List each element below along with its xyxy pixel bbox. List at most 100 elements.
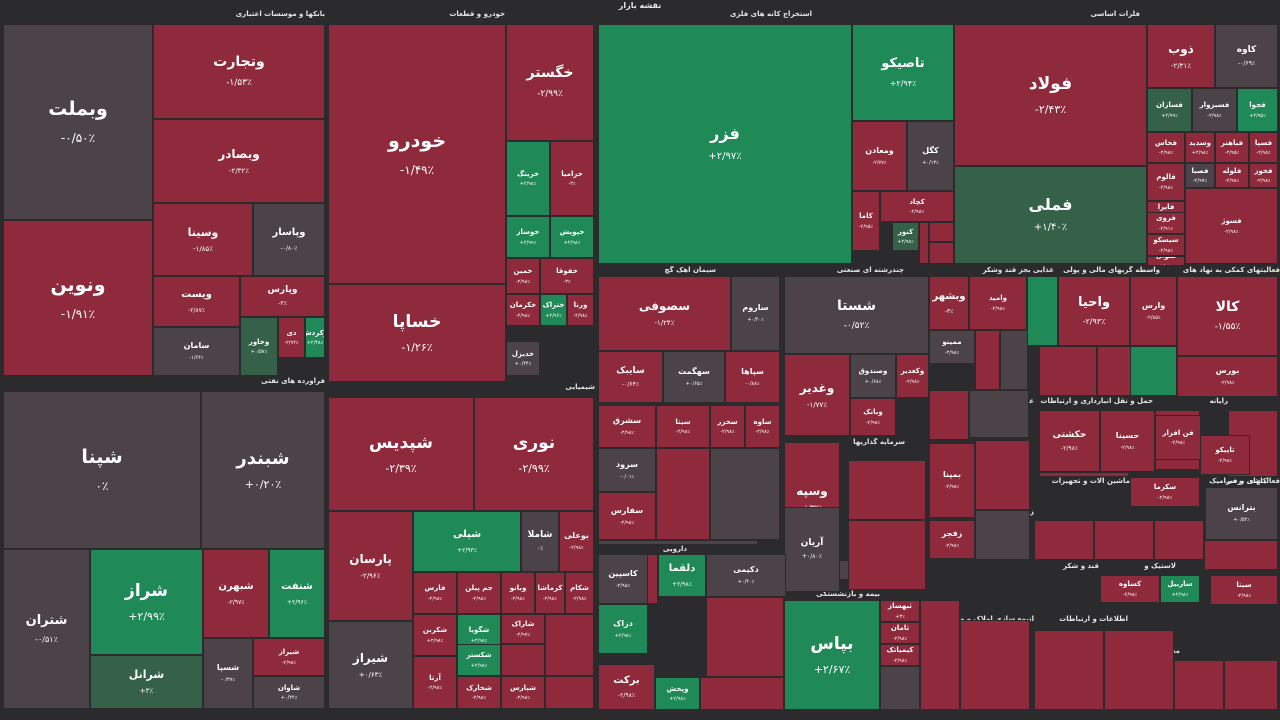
stock-tile[interactable]: خپویش +۲/۹۸٪ (550, 216, 594, 258)
stock-tile[interactable]: حسینا -۲/۹۸٪ (1100, 410, 1155, 472)
stock-cell[interactable] (710, 448, 780, 540)
stock-tile[interactable]: بورس -۲/۹۸٪ (1177, 356, 1278, 397)
stock-tile[interactable]: برکت -۲/۹۸٪ (598, 664, 655, 710)
stock-cell[interactable] (848, 520, 926, 590)
stock-tile[interactable]: شکستر +۲/۹۸٪ (457, 644, 501, 676)
stock-tile[interactable]: فسوژ -۲/۹۸٪ (1185, 188, 1278, 264)
stock-cell[interactable] (929, 242, 954, 264)
stock-tile[interactable]: وامید -۲/۹۸٪ (969, 276, 1027, 330)
stock-cell[interactable] (598, 540, 758, 545)
stock-tile[interactable]: شنفت +۲/۹۶٪ (269, 549, 325, 638)
stock-tile[interactable]: وسدید +۲/۹۸٪ (1185, 132, 1215, 163)
stock-tile[interactable]: بوعلی -۲/۹۸٪ (559, 511, 594, 572)
stock-tile[interactable]: وصندوق +۰/۶۸٪ (850, 354, 896, 398)
stock-cell[interactable] (1094, 520, 1154, 560)
stock-tile[interactable]: شپارس -۲/۹۸٪ (501, 676, 545, 709)
stock-cell[interactable] (1204, 540, 1278, 570)
stock-tile[interactable]: شکام -۲/۹۸٪ (565, 572, 594, 614)
stock-cell[interactable] (1039, 472, 1129, 477)
stock-cell[interactable] (920, 600, 960, 710)
stock-tile[interactable]: فنوال -۲/۹۸٪ (1147, 256, 1185, 266)
stock-tile[interactable]: کرماشا -۲/۹۸٪ (535, 572, 565, 614)
stock-cell[interactable] (960, 620, 1030, 710)
stock-tile[interactable]: بمپنا -۲/۹۸٪ (929, 443, 975, 518)
stock-tile[interactable]: کاما -۲/۹۵٪ (852, 191, 880, 251)
stock-tile[interactable]: دزاک +۲/۹۸٪ (598, 604, 648, 654)
stock-tile[interactable]: فصبا -۲/۹۷٪ (1185, 163, 1215, 188)
stock-tile[interactable]: نوری -۲/۹۹٪ (474, 397, 594, 511)
stock-tile[interactable]: خگستر -۲/۹۹٪ (506, 24, 594, 141)
stock-tile[interactable]: فن افزار -۲/۹۸٪ (1155, 415, 1201, 460)
stock-cell[interactable] (501, 644, 545, 676)
stock-tile[interactable]: سرود -۰/۰۱٪ (598, 448, 656, 492)
stock-tile[interactable]: سکرما -۲/۹۸٪ (1130, 477, 1200, 507)
stock-cell[interactable] (545, 676, 594, 709)
stock-tile[interactable]: سیسکو -۲/۹۸٪ (1147, 234, 1185, 256)
stock-tile[interactable]: خزامیا -۳٪ (550, 141, 594, 216)
stock-cell[interactable] (929, 390, 969, 440)
stock-tile[interactable]: شسپا -۰/۳۷٪ (203, 638, 253, 709)
stock-tile[interactable]: شرانل +۳٪ (90, 655, 203, 709)
stock-cell[interactable] (975, 510, 1030, 560)
stock-tile[interactable]: ذوب -۲/۳۱٪ (1147, 24, 1215, 88)
stock-cell[interactable] (848, 460, 926, 520)
stock-tile[interactable]: خودرو -۱/۴۹٪ (328, 24, 506, 284)
stock-tile[interactable]: فلوله -۲/۹۸٪ (1215, 163, 1249, 188)
stock-tile[interactable]: فخوز -۲/۹۸٪ (1249, 163, 1278, 188)
stock-tile[interactable]: شبهرن -۲/۹۷٪ (203, 549, 269, 638)
stock-cell[interactable] (700, 677, 784, 710)
stock-tile[interactable]: وبشهر -۳٪ (929, 276, 969, 330)
stock-tile[interactable]: خوساز +۲/۹۹٪ (506, 216, 550, 258)
stock-tile[interactable]: سشرق -۲/۹۸٪ (598, 405, 656, 448)
stock-tile[interactable]: دلقما +۲/۹۸٪ (658, 554, 706, 597)
stock-tile[interactable]: حکشتی -۲/۹۸٪ (1039, 410, 1100, 472)
stock-tile[interactable]: وپاسار -۰/۸۰٪ (253, 203, 325, 276)
stock-tile[interactable]: وبملت -۰/۵۰٪ (3, 24, 153, 220)
stock-tile[interactable]: فملی +۱/۴۰٪ (954, 166, 1147, 264)
stock-tile[interactable]: سایبک -۰/۶۴٪ (598, 351, 663, 403)
stock-tile[interactable]: خکرمان -۲/۹۸٪ (506, 294, 540, 326)
stock-tile[interactable]: خمین -۲/۹۸٪ (506, 258, 540, 294)
stock-cell[interactable] (1000, 330, 1028, 390)
stock-tile[interactable]: وغدیر -۱/۷۷٪ (784, 354, 850, 436)
stock-tile[interactable]: کالا -۱/۵۵٪ (1177, 276, 1278, 356)
stock-tile[interactable]: زفجر -۲/۹۸٪ (929, 520, 975, 559)
stock-tile[interactable]: خفوقا -۳٪ (540, 258, 594, 294)
stock-tile[interactable]: وپارس -۳٪ (240, 276, 325, 317)
stock-cell[interactable] (880, 666, 920, 710)
stock-tile[interactable]: ثامان -۲/۹۸٪ (880, 622, 920, 644)
stock-cell[interactable] (1027, 276, 1058, 346)
stock-tile[interactable]: فالوم -۲/۹۸٪ (1147, 163, 1185, 201)
stock-tile[interactable]: سهگمت +۰/۶۵٪ (663, 351, 725, 403)
stock-tile[interactable]: وکردش +۲/۴۸٪ (305, 317, 325, 358)
stock-cell[interactable] (919, 222, 929, 264)
stock-tile[interactable]: کیمیاتک -۲/۹۸٪ (880, 644, 920, 666)
stock-tile[interactable]: فروی -۲/۹۱٪ (1147, 212, 1185, 234)
stock-tile[interactable]: ساربیل +۲/۹۸٪ (1160, 575, 1200, 603)
stock-tile[interactable]: شبندر +۰/۲۰٪ (201, 391, 325, 549)
stock-tile[interactable]: فسبزوار -۲/۹۸٪ (1192, 88, 1237, 132)
stock-tile[interactable]: فجوا +۲/۹۵٪ (1237, 88, 1278, 132)
stock-cell[interactable] (1039, 346, 1097, 396)
stock-tile[interactable]: وپخش +۲/۹۸٪ (655, 677, 700, 710)
stock-tile[interactable]: کگل +۰/۱۳٪ (907, 121, 954, 191)
stock-tile[interactable]: سفارس -۲/۹۸٪ (598, 492, 656, 540)
stock-cell[interactable] (706, 597, 784, 677)
stock-tile[interactable]: کاوه -۰/۶۹٪ (1215, 24, 1278, 88)
stock-tile[interactable]: شپلی +۲/۹۳٪ (413, 511, 521, 572)
stock-cell[interactable] (656, 448, 710, 540)
stock-tile[interactable]: دی -۲/۹۴٪ (278, 317, 305, 358)
stock-tile[interactable]: سامان -۱/۶۴٪ (153, 327, 240, 376)
stock-tile[interactable]: ساروم +۰/۴۰٪ (731, 276, 780, 351)
stock-cell[interactable] (1034, 630, 1104, 710)
stock-tile[interactable]: شستا -۰/۵۲٪ (784, 276, 929, 354)
stock-tile[interactable]: فسپا -۲/۹۸٪ (1249, 132, 1278, 163)
stock-cell[interactable] (1174, 660, 1224, 710)
stock-cell[interactable] (1034, 520, 1094, 560)
stock-tile[interactable]: سخزر -۲/۹۸٪ (710, 405, 745, 448)
stock-cell[interactable] (975, 330, 1000, 390)
stock-tile[interactable]: سپاها -۰/۸۸٪ (725, 351, 780, 403)
stock-tile[interactable]: کساوه -۲/۹۸٪ (1100, 575, 1160, 603)
stock-tile[interactable]: شاوان +۰/۴۴٪ (253, 676, 325, 709)
stock-tile[interactable]: ومعادن -۲/۷۷٪ (852, 121, 907, 191)
